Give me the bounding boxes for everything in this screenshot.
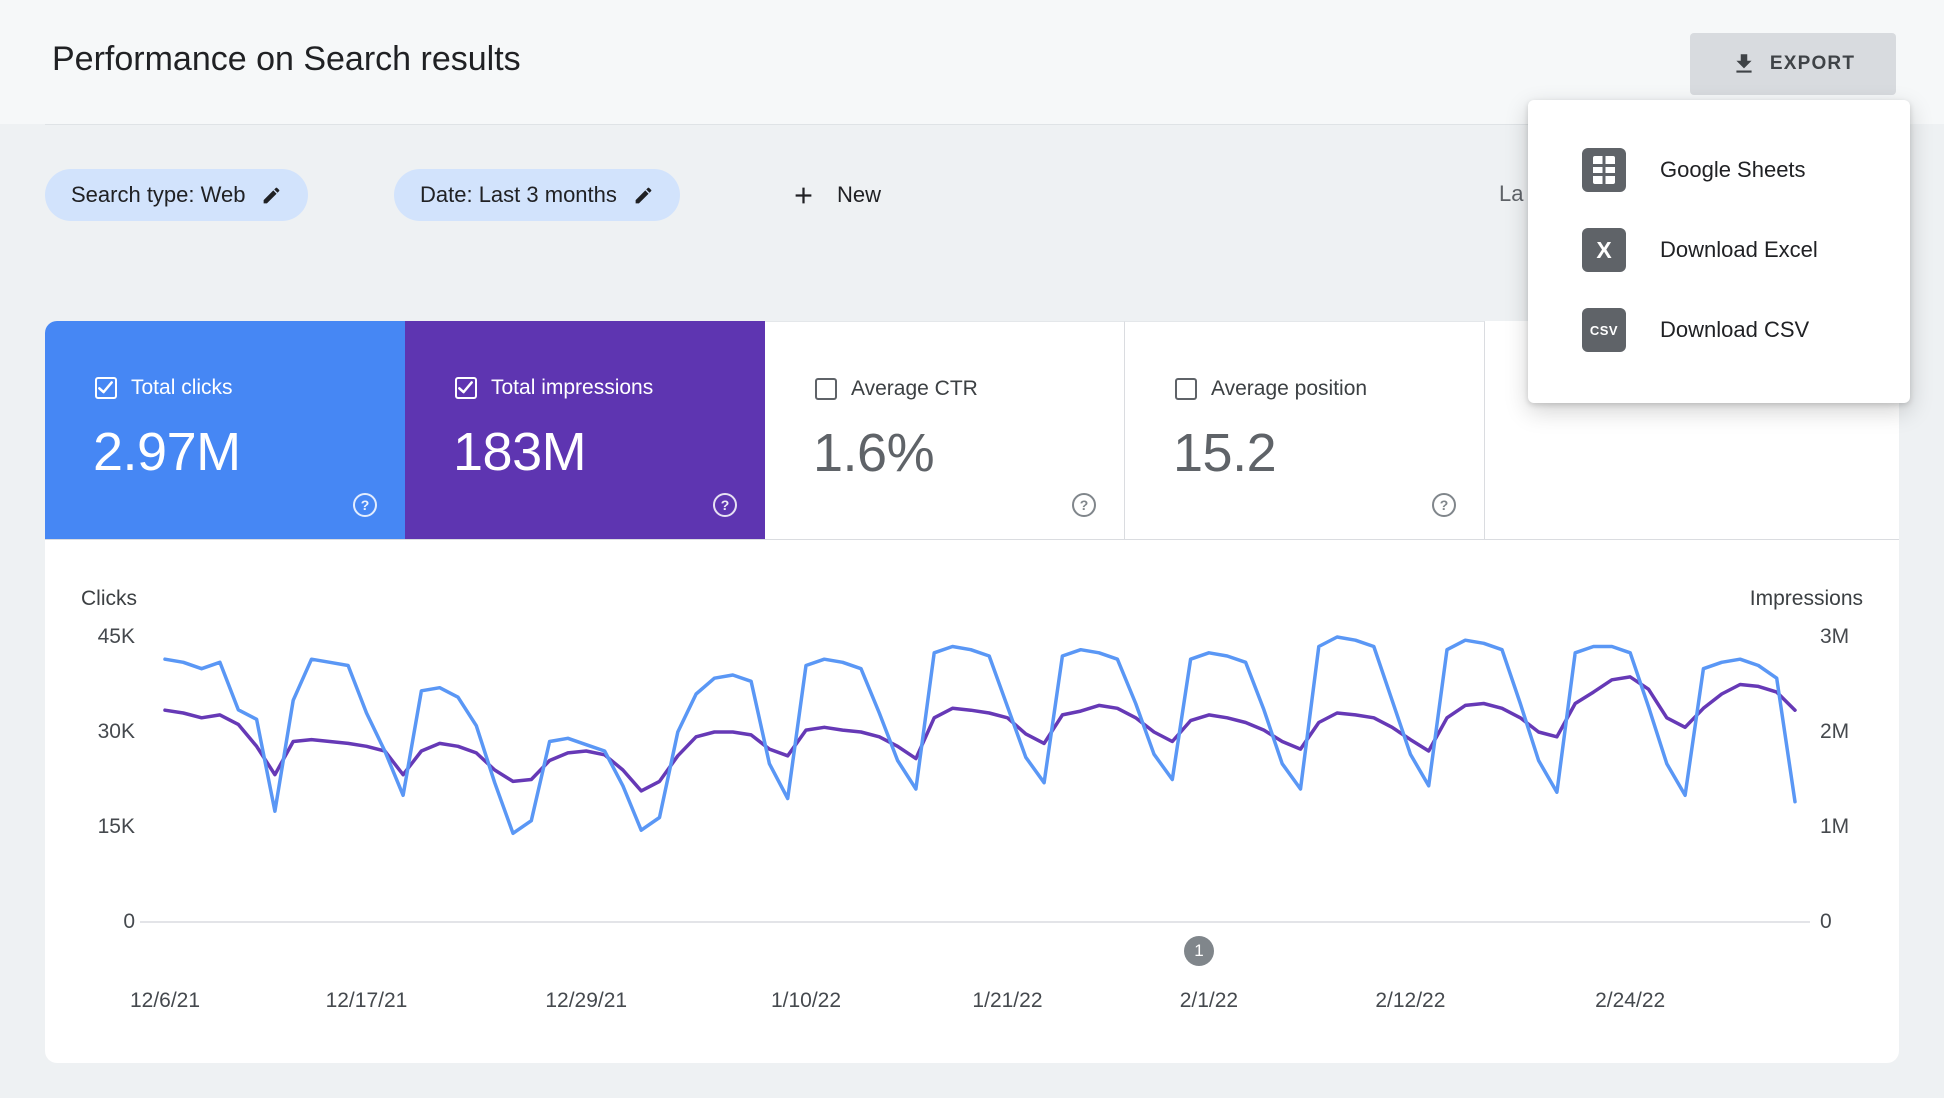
metric-card-header: Total impressions bbox=[455, 376, 653, 400]
date-filter-chip[interactable]: Date: Last 3 months bbox=[394, 169, 680, 221]
search-type-chip[interactable]: Search type: Web bbox=[45, 169, 309, 221]
new-filter-label: New bbox=[837, 182, 882, 207]
help-icon[interactable] bbox=[1072, 493, 1096, 517]
menu-item-label: Google Sheets bbox=[1660, 157, 1806, 182]
pencil-icon bbox=[635, 187, 652, 203]
metric-value: 2.97M bbox=[93, 422, 241, 482]
metric-card-header: Average CTR bbox=[815, 377, 978, 401]
help-icon[interactable] bbox=[1432, 493, 1456, 517]
x-axis-label: 1/10/22 bbox=[770, 989, 842, 1012]
menu-item-google-sheets[interactable]: Google Sheets bbox=[1528, 130, 1910, 210]
x-axis-label: 1/21/22 bbox=[972, 989, 1043, 1012]
last-updated-text: La bbox=[1499, 181, 1524, 206]
metric-card-header: Average position bbox=[1175, 377, 1367, 401]
metric-value: 183M bbox=[453, 422, 587, 482]
x-axis-label: 12/6/21 bbox=[129, 989, 201, 1012]
page-title: Performance on Search results bbox=[52, 40, 521, 78]
download-icon bbox=[1736, 54, 1752, 73]
y-axis-label-right: 3M bbox=[1820, 625, 1850, 648]
header-divider bbox=[45, 124, 1899, 125]
plus-icon bbox=[795, 187, 812, 203]
right-axis-title: Impressions bbox=[1749, 587, 1863, 610]
performance-card: Total clicks 2.97M Total impressions 183… bbox=[45, 321, 1899, 1063]
checkbox-unchecked-icon[interactable] bbox=[1175, 378, 1197, 400]
metric-label: Total impressions bbox=[491, 376, 654, 399]
checkbox-checked-icon[interactable] bbox=[455, 377, 477, 399]
metric-value: 15.2 bbox=[1173, 423, 1277, 483]
y-axis-label-right: 0 bbox=[1820, 910, 1832, 933]
date-filter-chip-label: Date: Last 3 months bbox=[420, 182, 617, 207]
help-icon[interactable] bbox=[353, 493, 377, 517]
metric-card-average-ctr[interactable]: Average CTR 1.6% bbox=[765, 321, 1125, 539]
y-axis-label-left: 45K bbox=[97, 625, 135, 648]
excel-icon: X bbox=[1582, 228, 1626, 272]
metric-value: 1.6% bbox=[813, 423, 935, 483]
y-axis-label-right: 1M bbox=[1820, 815, 1850, 838]
menu-item-label: Download Excel bbox=[1660, 237, 1818, 262]
metric-card-total-clicks[interactable]: Total clicks 2.97M bbox=[45, 321, 405, 539]
menu-item-download-excel[interactable]: X Download Excel bbox=[1528, 210, 1910, 290]
series-line-clicks bbox=[163, 635, 1797, 836]
metric-card-total-impressions[interactable]: Total impressions 183M bbox=[405, 321, 765, 539]
menu-item-download-csv[interactable]: CSV Download CSV bbox=[1528, 290, 1910, 370]
csv-icon: CSV bbox=[1582, 308, 1626, 352]
y-axis-label-left: 0 bbox=[123, 910, 135, 933]
left-axis-title: Clicks bbox=[81, 587, 137, 610]
metric-card-header: Total clicks bbox=[95, 376, 233, 400]
y-axis-label-left: 15K bbox=[97, 815, 135, 838]
google-sheets-icon bbox=[1582, 148, 1626, 192]
new-filter-button[interactable]: New bbox=[790, 169, 881, 221]
y-axis-label-right: 2M bbox=[1820, 720, 1850, 743]
export-button-label: EXPORT bbox=[1769, 53, 1856, 74]
metric-cards-row: Total clicks 2.97M Total impressions 183… bbox=[45, 321, 1899, 540]
export-button[interactable]: EXPORT bbox=[1690, 33, 1896, 95]
x-axis-label: 2/24/22 bbox=[1595, 989, 1666, 1012]
x-axis-label: 12/29/21 bbox=[545, 989, 628, 1012]
pencil-icon bbox=[264, 187, 280, 203]
x-axis-label: 2/12/22 bbox=[1375, 989, 1446, 1012]
export-menu: Google Sheets X Download Excel CSV Downl… bbox=[1528, 100, 1910, 403]
metric-card-average-position[interactable]: Average position 15.2 bbox=[1125, 321, 1485, 539]
checkbox-unchecked-icon[interactable] bbox=[815, 378, 837, 400]
y-axis-label-left: 30K bbox=[97, 720, 135, 743]
performance-chart[interactable] bbox=[140, 600, 1810, 924]
x-axis-label: 2/1/22 bbox=[1179, 989, 1239, 1012]
menu-item-label: Download CSV bbox=[1660, 317, 1810, 342]
chart-pagination-dot[interactable]: 1 bbox=[1184, 936, 1214, 966]
metric-label: Average position bbox=[1211, 377, 1368, 400]
help-icon[interactable] bbox=[713, 493, 737, 517]
checkbox-checked-icon[interactable] bbox=[95, 377, 117, 399]
series-line-impressions bbox=[163, 675, 1797, 793]
metric-label: Total clicks bbox=[131, 376, 233, 399]
x-axis-label: 12/17/21 bbox=[325, 989, 408, 1012]
metric-label: Average CTR bbox=[851, 377, 978, 400]
search-type-chip-label: Search type: Web bbox=[71, 182, 246, 207]
